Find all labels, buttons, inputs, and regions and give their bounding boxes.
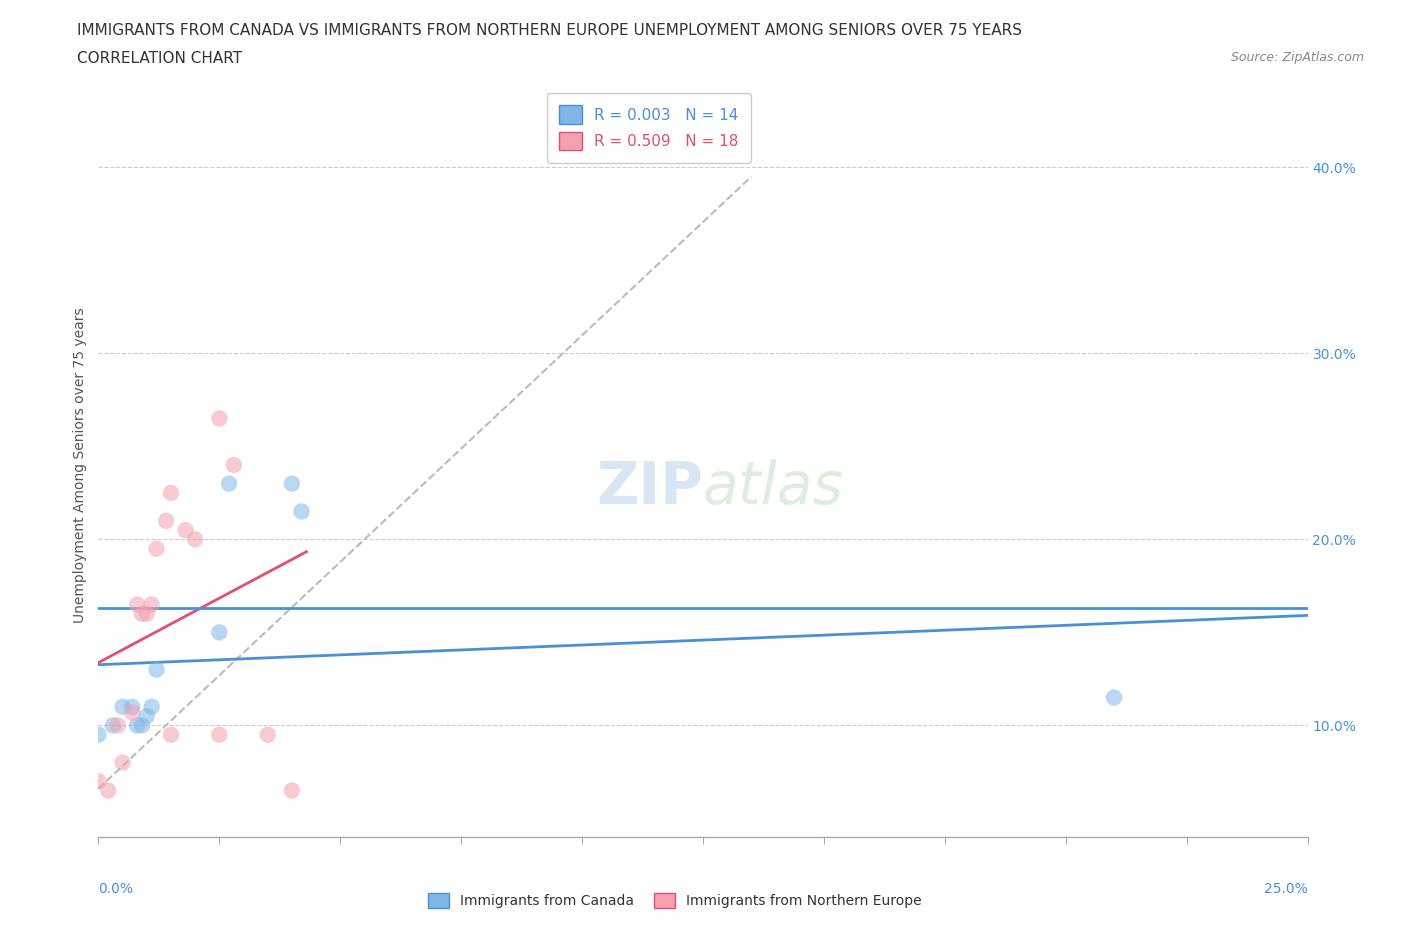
Point xyxy=(208,411,231,426)
Point xyxy=(107,718,129,733)
Y-axis label: Unemployment Among Seniors over 75 years: Unemployment Among Seniors over 75 years xyxy=(73,307,87,623)
Legend: R = 0.003   N = 14, R = 0.509   N = 18: R = 0.003 N = 14, R = 0.509 N = 18 xyxy=(547,93,751,163)
Point xyxy=(127,597,149,612)
Point xyxy=(281,783,304,798)
Point xyxy=(127,718,149,733)
Point xyxy=(135,709,157,724)
Point xyxy=(160,485,183,500)
Text: atlas: atlas xyxy=(703,458,844,516)
Point xyxy=(208,727,231,742)
Point xyxy=(121,699,143,714)
Point xyxy=(290,504,312,519)
Point xyxy=(145,662,167,677)
Text: 0.0%: 0.0% xyxy=(98,882,134,896)
Legend: Immigrants from Canada, Immigrants from Northern Europe: Immigrants from Canada, Immigrants from … xyxy=(422,888,928,914)
Point xyxy=(145,541,167,556)
Point xyxy=(222,458,245,472)
Point xyxy=(155,513,177,528)
Point xyxy=(281,476,304,491)
Point xyxy=(131,718,153,733)
Point xyxy=(111,699,134,714)
Point xyxy=(121,705,143,720)
Text: IMMIGRANTS FROM CANADA VS IMMIGRANTS FROM NORTHERN EUROPE UNEMPLOYMENT AMONG SEN: IMMIGRANTS FROM CANADA VS IMMIGRANTS FRO… xyxy=(77,23,1022,38)
Point xyxy=(160,727,183,742)
Point xyxy=(97,783,120,798)
Text: Source: ZipAtlas.com: Source: ZipAtlas.com xyxy=(1230,51,1364,64)
Point xyxy=(111,755,134,770)
Point xyxy=(208,625,231,640)
Point xyxy=(218,476,240,491)
Point xyxy=(141,597,163,612)
Point xyxy=(174,523,197,538)
Point xyxy=(135,606,157,621)
Point xyxy=(101,718,124,733)
Text: 25.0%: 25.0% xyxy=(1264,882,1308,896)
Point xyxy=(131,606,153,621)
Point xyxy=(184,532,207,547)
Point xyxy=(256,727,278,742)
Text: ZIP: ZIP xyxy=(596,458,703,516)
Point xyxy=(1102,690,1125,705)
Text: CORRELATION CHART: CORRELATION CHART xyxy=(77,51,242,66)
Point xyxy=(87,727,110,742)
Point xyxy=(141,699,163,714)
Point xyxy=(87,774,110,789)
